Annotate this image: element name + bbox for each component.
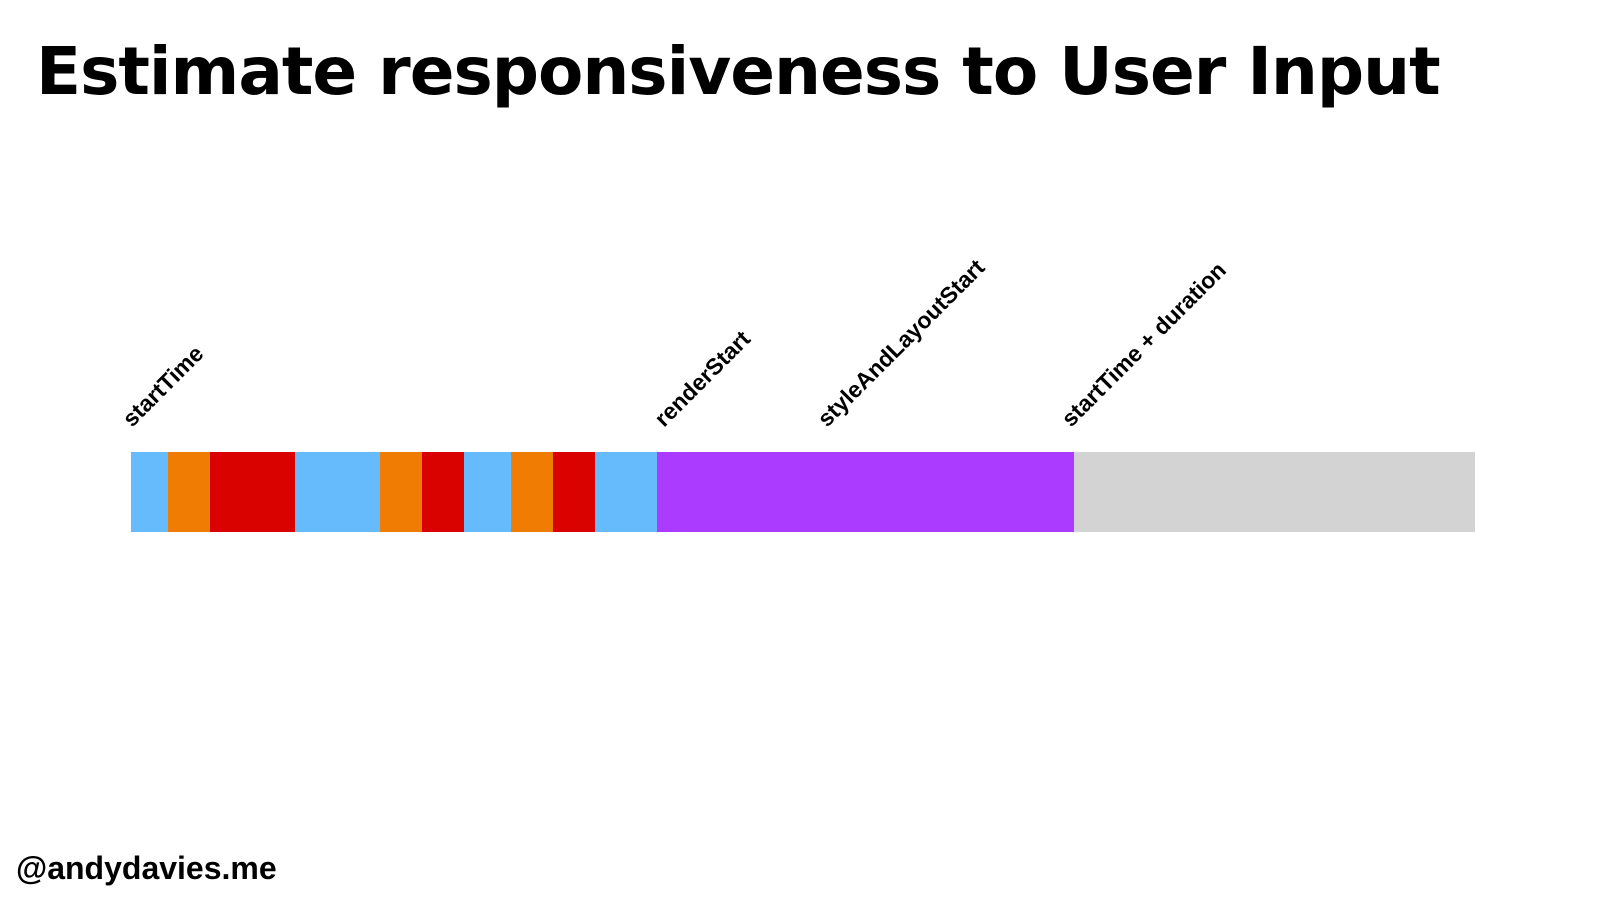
marker-label-style-and-layout-start: styleAndLayoutStart — [812, 254, 990, 432]
timeline-bar — [131, 452, 1475, 532]
author-handle: @andydavies.me — [16, 850, 277, 886]
segment-render — [657, 452, 1074, 532]
segment-script — [131, 452, 168, 532]
segment-red — [210, 452, 295, 532]
marker-labels: startTime renderStart styleAndLayoutStar… — [117, 254, 1231, 432]
segment-red — [553, 452, 595, 532]
segment-orange — [380, 452, 422, 532]
segment-remainder — [1074, 452, 1475, 532]
marker-label-end: startTime + duration — [1056, 257, 1231, 432]
segment-orange — [511, 452, 553, 532]
segment-script — [595, 452, 657, 532]
marker-label-render-start: renderStart — [649, 325, 755, 431]
segment-orange — [168, 452, 210, 532]
slide-title: Estimate responsiveness to User Input — [36, 33, 1441, 110]
segment-script — [464, 452, 511, 532]
segment-script — [295, 452, 380, 532]
segment-red — [422, 452, 464, 532]
marker-label-start-time: startTime — [117, 340, 208, 431]
